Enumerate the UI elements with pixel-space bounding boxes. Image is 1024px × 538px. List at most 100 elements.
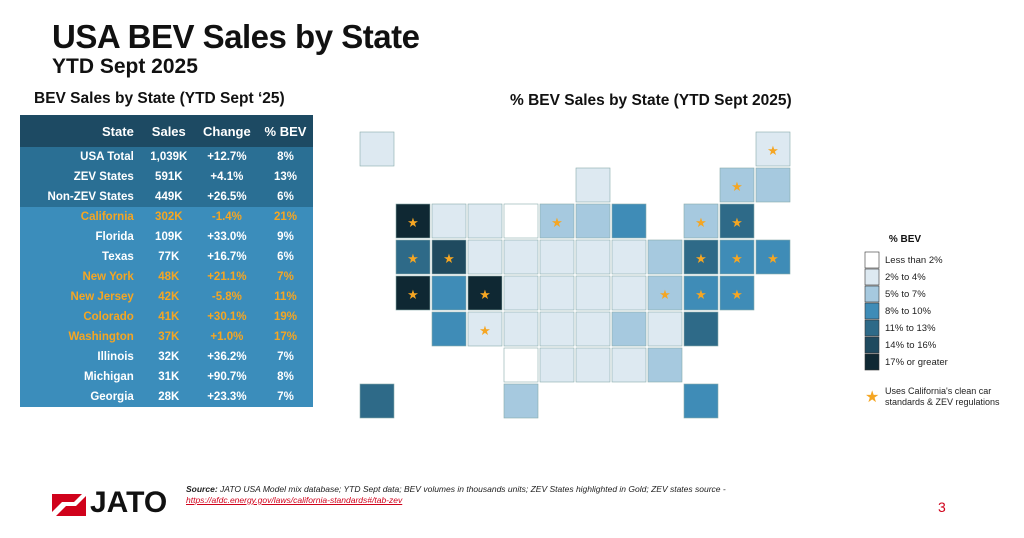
state xyxy=(683,203,719,239)
table-cell: +16.7% xyxy=(195,247,258,267)
state xyxy=(503,239,539,275)
table-cell: +26.5% xyxy=(195,187,258,207)
state xyxy=(539,239,575,275)
table-cell: Colorado xyxy=(20,307,142,327)
table-cell: Washington xyxy=(20,327,142,347)
table-cell: +1.0% xyxy=(195,327,258,347)
table-cell: -5.8% xyxy=(195,287,258,307)
table-cell: 7% xyxy=(257,387,313,407)
table-cell: 8% xyxy=(257,367,313,387)
table-cell: Michigan xyxy=(20,367,142,387)
state xyxy=(395,203,431,239)
state xyxy=(647,347,683,383)
legend-label: 8% to 10% xyxy=(885,306,931,317)
state xyxy=(503,203,539,239)
state xyxy=(575,203,611,239)
state xyxy=(575,167,611,203)
zev-star: ★ xyxy=(767,251,779,266)
state xyxy=(395,275,431,311)
column-header: Sales xyxy=(141,115,196,147)
table-cell: 6% xyxy=(257,187,313,207)
zev-star: ★ xyxy=(731,215,743,230)
table-cell: 302K xyxy=(141,207,196,227)
table-row: New York 48K +21.1% 7% xyxy=(20,267,313,287)
legend-swatch xyxy=(864,285,880,303)
table-cell: California xyxy=(20,207,142,227)
star-note-box: Uses California's clean car standards & … xyxy=(885,386,1000,407)
table-cell: 11% xyxy=(257,287,313,307)
table-cell: 6% xyxy=(257,247,313,267)
legend-title: % BEV xyxy=(889,234,922,245)
table-row: New Jersey 42K -5.8% 11% xyxy=(20,287,313,307)
legend-label: 17% or greater xyxy=(885,357,948,368)
legend-label: 5% to 7% xyxy=(885,289,926,300)
table-cell: Illinois xyxy=(20,347,142,367)
state xyxy=(755,239,791,275)
state xyxy=(467,203,503,239)
table-cell: 42K xyxy=(141,287,196,307)
subtitle: YTD Sept 2025 xyxy=(52,55,198,78)
table-cell: +36.2% xyxy=(195,347,258,367)
table-cell: 19% xyxy=(257,307,313,327)
table-cell: 37K xyxy=(141,327,196,347)
table-cell: 449K xyxy=(141,187,196,207)
sales-table: State Sales Change% BEV USA Total 1,039K +12.… xyxy=(20,115,313,407)
table-row: USA Total 1,039K +12.7% 8% xyxy=(20,147,313,167)
zev-star: ★ xyxy=(551,215,563,230)
logo: JATO xyxy=(90,486,168,519)
title: USA BEV Sales by State xyxy=(52,18,420,55)
table-cell: +30.1% xyxy=(195,307,258,327)
state xyxy=(647,311,683,347)
legend-star: ★ xyxy=(865,389,879,406)
state xyxy=(503,311,539,347)
state xyxy=(431,239,467,275)
table-cell: +21.1% xyxy=(195,267,258,287)
table-cell: 7% xyxy=(257,347,313,367)
legend-swatch xyxy=(864,319,880,337)
state xyxy=(683,383,719,419)
state xyxy=(575,275,611,311)
table-cell: 8% xyxy=(257,147,313,167)
table-row: Michigan 31K +90.7% 8% xyxy=(20,367,313,387)
state xyxy=(719,167,755,203)
legend-swatch xyxy=(864,251,880,269)
legend-swatch xyxy=(864,268,880,286)
table-cell: -1.4% xyxy=(195,207,258,227)
table-row: Washington 37K +1.0% 17% xyxy=(20,327,313,347)
state xyxy=(359,383,395,419)
table-cell: Non-ZEV States xyxy=(20,187,142,207)
state xyxy=(611,275,647,311)
state xyxy=(719,239,755,275)
table-cell: 48K xyxy=(141,267,196,287)
source-text: JATO USA Model mix database; YTD Sept da… xyxy=(220,484,726,494)
table-cell: +12.7% xyxy=(195,147,258,167)
logo-icon xyxy=(52,494,86,516)
state xyxy=(503,347,539,383)
table-cell: +23.3% xyxy=(195,387,258,407)
state xyxy=(755,167,791,203)
zev-star: ★ xyxy=(407,251,419,266)
state xyxy=(611,239,647,275)
state xyxy=(575,347,611,383)
table-cell: 21% xyxy=(257,207,313,227)
table-row: Non-ZEV States 449K +26.5% 6% xyxy=(20,187,313,207)
state xyxy=(467,311,503,347)
table-cell: 31K xyxy=(141,367,196,387)
zev-star: ★ xyxy=(695,215,707,230)
state xyxy=(431,311,467,347)
table-row: Colorado 41K +30.1% 19% xyxy=(20,307,313,327)
table-cell: New York xyxy=(20,267,142,287)
state xyxy=(683,239,719,275)
zev-star: ★ xyxy=(479,287,491,302)
column-header: Change xyxy=(195,115,258,147)
source-link[interactable]: https://afdc.energy.gov/laws/california-… xyxy=(186,495,403,505)
state xyxy=(611,311,647,347)
table-cell: New Jersey xyxy=(20,287,142,307)
state xyxy=(647,275,683,311)
state xyxy=(755,131,791,167)
state xyxy=(647,239,683,275)
zev-star: ★ xyxy=(767,143,779,158)
legend-swatch xyxy=(864,353,880,371)
table-cell: 109K xyxy=(141,227,196,247)
